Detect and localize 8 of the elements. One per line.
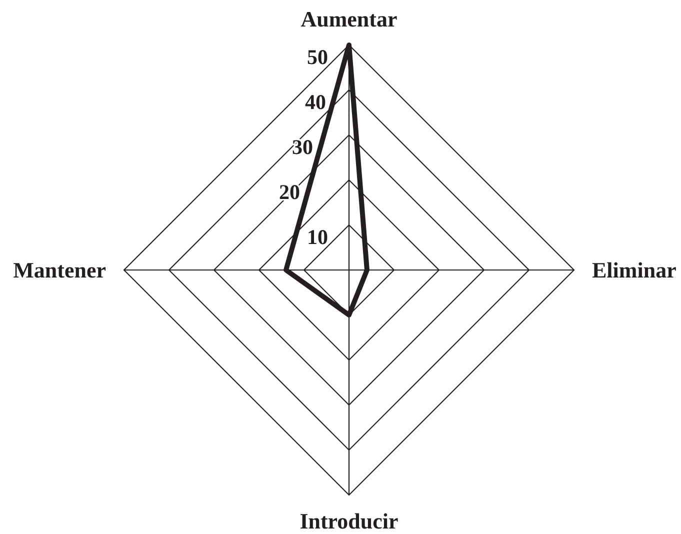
spoke-label: Aumentar [300, 6, 398, 32]
spoke-label: Introducir [300, 508, 399, 534]
spoke-label: Mantener [13, 258, 106, 282]
y-tick-label: 30 [292, 135, 313, 159]
spoke-label: Eliminar [592, 258, 677, 282]
y-tick-label: 50 [307, 45, 328, 69]
y-tick-label: 10 [307, 225, 328, 249]
y-tick-label: 40 [305, 90, 326, 114]
